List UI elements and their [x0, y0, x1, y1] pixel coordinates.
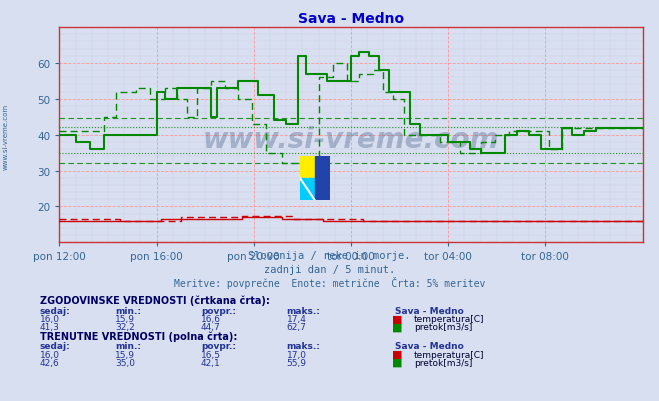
- Text: maks.:: maks.:: [287, 306, 320, 315]
- Text: Slovenija / reke in morje.: Slovenija / reke in morje.: [248, 251, 411, 261]
- Bar: [300, 178, 315, 200]
- Text: ■: ■: [392, 349, 403, 359]
- Title: Sava - Medno: Sava - Medno: [298, 12, 404, 26]
- Text: 62,7: 62,7: [287, 323, 306, 332]
- Text: 44,7: 44,7: [201, 323, 221, 332]
- Text: min.:: min.:: [115, 306, 141, 315]
- Text: ■: ■: [392, 357, 403, 367]
- Text: sedaj:: sedaj:: [40, 341, 71, 350]
- Text: Sava - Medno: Sava - Medno: [395, 341, 464, 350]
- Text: 32,2: 32,2: [115, 323, 135, 332]
- Text: zadnji dan / 5 minut.: zadnji dan / 5 minut.: [264, 265, 395, 275]
- Text: pretok[m3/s]: pretok[m3/s]: [414, 358, 473, 367]
- Bar: [300, 156, 315, 178]
- Text: 16,0: 16,0: [40, 350, 59, 359]
- Text: www.si-vreme.com: www.si-vreme.com: [2, 103, 9, 169]
- Text: 42,6: 42,6: [40, 358, 59, 367]
- Text: Meritve: povprečne  Enote: metrične  Črta: 5% meritev: Meritve: povprečne Enote: metrične Črta:…: [174, 277, 485, 289]
- Text: 16,5: 16,5: [201, 350, 221, 359]
- Text: 41,3: 41,3: [40, 323, 59, 332]
- Text: TRENUTNE VREDNOSTI (polna črta):: TRENUTNE VREDNOSTI (polna črta):: [40, 330, 237, 341]
- Text: 42,1: 42,1: [201, 358, 221, 367]
- Text: www.si-vreme.com: www.si-vreme.com: [203, 126, 499, 154]
- Text: 15,9: 15,9: [115, 315, 135, 324]
- Text: temperatura[C]: temperatura[C]: [414, 315, 484, 324]
- Text: povpr.:: povpr.:: [201, 306, 236, 315]
- Text: min.:: min.:: [115, 341, 141, 350]
- Text: 16,6: 16,6: [201, 315, 221, 324]
- Text: ZGODOVINSKE VREDNOSTI (črtkana črta):: ZGODOVINSKE VREDNOSTI (črtkana črta):: [40, 294, 270, 305]
- Text: temperatura[C]: temperatura[C]: [414, 350, 484, 359]
- Text: 17,4: 17,4: [287, 315, 306, 324]
- Text: 15,9: 15,9: [115, 350, 135, 359]
- Text: Sava - Medno: Sava - Medno: [395, 306, 464, 315]
- Text: 35,0: 35,0: [115, 358, 135, 367]
- Text: ■: ■: [392, 314, 403, 324]
- Text: maks.:: maks.:: [287, 341, 320, 350]
- Bar: [315, 156, 330, 200]
- Text: 17,0: 17,0: [287, 350, 306, 359]
- Text: povpr.:: povpr.:: [201, 341, 236, 350]
- Text: 16,0: 16,0: [40, 315, 59, 324]
- Text: pretok[m3/s]: pretok[m3/s]: [414, 323, 473, 332]
- Text: sedaj:: sedaj:: [40, 306, 71, 315]
- Text: ■: ■: [392, 322, 403, 332]
- Text: 55,9: 55,9: [287, 358, 306, 367]
